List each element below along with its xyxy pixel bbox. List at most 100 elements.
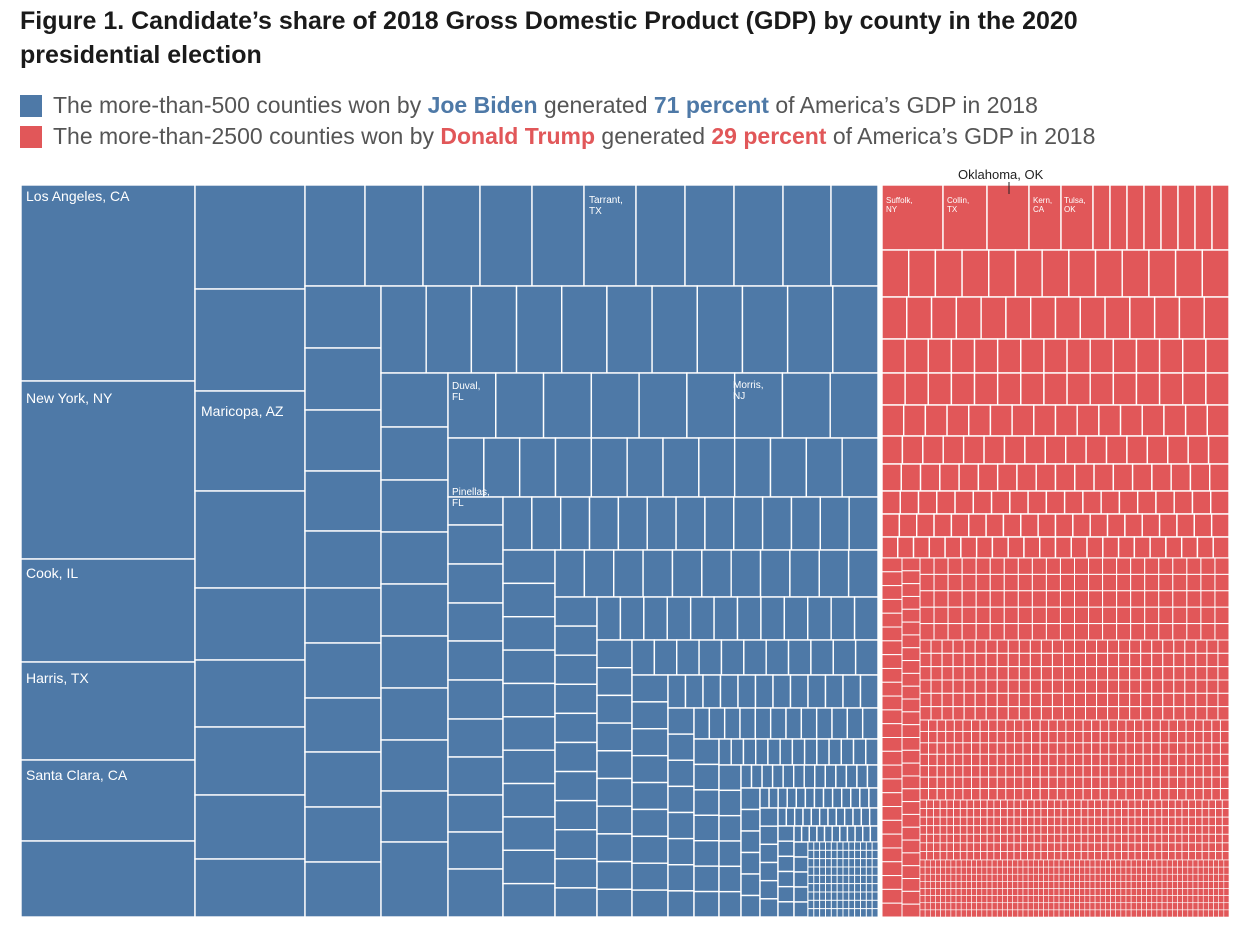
county-tile xyxy=(554,683,598,715)
county-tile xyxy=(1063,902,1070,911)
county-tile xyxy=(1161,799,1169,809)
county-tile xyxy=(988,719,998,732)
county-tile xyxy=(793,901,809,918)
county-tile xyxy=(596,722,633,752)
county-tile xyxy=(1195,842,1203,852)
county-tile xyxy=(631,754,669,784)
county-tile xyxy=(1118,666,1131,681)
county-tile xyxy=(561,285,608,374)
county-tile xyxy=(20,184,196,382)
county-tile xyxy=(1142,742,1153,755)
county-tile xyxy=(1074,776,1084,790)
county-tile xyxy=(800,825,810,843)
county-tile xyxy=(1007,909,1013,918)
county-tile xyxy=(971,902,977,911)
county-tile xyxy=(1074,825,1082,835)
county-tile xyxy=(1215,825,1223,835)
county-tile xyxy=(919,881,926,889)
county-tile xyxy=(1120,881,1127,889)
county-tile xyxy=(1012,888,1019,896)
county-tile xyxy=(1121,825,1129,835)
county-tile xyxy=(1058,859,1065,868)
county-tile xyxy=(1107,652,1120,668)
county-tile xyxy=(20,840,196,918)
county-tile xyxy=(1007,666,1020,681)
county-tile xyxy=(973,816,981,827)
county-tile xyxy=(901,813,921,828)
county-tile xyxy=(881,847,903,863)
county-tile xyxy=(1100,799,1109,809)
county-tile xyxy=(502,549,556,585)
county-tile xyxy=(881,709,903,725)
county-tile xyxy=(929,902,936,911)
county-tile xyxy=(554,799,598,831)
county-tile xyxy=(1211,184,1230,251)
county-label: Los Angeles, CA xyxy=(26,188,130,204)
county-tile xyxy=(723,707,741,740)
county-tile xyxy=(950,866,957,875)
county-tile xyxy=(791,738,806,766)
county-tile xyxy=(1147,825,1156,835)
county-tile xyxy=(819,883,826,893)
county-tile xyxy=(777,870,795,888)
county-tile xyxy=(975,623,991,641)
county-tile xyxy=(1158,606,1174,625)
county-tile xyxy=(740,787,761,811)
county-tile xyxy=(830,858,838,868)
county-tile xyxy=(919,902,926,911)
county-tile xyxy=(1027,909,1034,918)
county-tile xyxy=(1094,909,1101,918)
county-tile xyxy=(718,738,732,766)
county-tile xyxy=(1192,866,1199,875)
county-tile xyxy=(1151,706,1164,721)
legend-swatch-trump xyxy=(20,125,42,148)
county-tile xyxy=(1056,765,1067,778)
county-tile xyxy=(1017,606,1033,625)
county-tile xyxy=(1007,536,1025,559)
county-tile xyxy=(963,692,976,708)
county-tile xyxy=(1218,909,1225,918)
county-tile xyxy=(805,437,843,498)
county-tile xyxy=(1118,679,1131,694)
county-tile xyxy=(1184,404,1209,437)
county-tile xyxy=(1133,536,1151,559)
county-tile xyxy=(1154,808,1163,818)
county-tile xyxy=(1082,742,1093,755)
county-tile xyxy=(1161,909,1168,918)
county-tile xyxy=(1195,679,1208,694)
county-tile xyxy=(1208,866,1214,875)
county-tile xyxy=(1214,557,1230,575)
county-tile xyxy=(1187,888,1194,896)
county-tile xyxy=(1069,902,1075,911)
county-tile xyxy=(1023,536,1041,559)
county-tile xyxy=(1043,881,1050,889)
county-tile xyxy=(631,889,669,918)
county-tile xyxy=(871,908,879,918)
county-tile xyxy=(1215,833,1223,844)
county-tile xyxy=(1158,513,1178,538)
county-tile xyxy=(1100,490,1121,515)
county-tile xyxy=(986,902,993,911)
county-tile xyxy=(1146,909,1153,918)
county-tile xyxy=(901,826,921,841)
county-tile xyxy=(693,865,720,893)
county-tile xyxy=(953,808,961,818)
county-tile xyxy=(1053,799,1062,809)
county-tile xyxy=(1125,866,1132,875)
county-tile xyxy=(1188,808,1196,818)
county-tile xyxy=(1215,816,1223,827)
county-tile xyxy=(881,654,903,669)
county-tile xyxy=(1084,873,1091,882)
county-tile xyxy=(971,776,981,790)
county-tile xyxy=(1208,799,1216,809)
county-tile xyxy=(933,513,953,538)
county-tile xyxy=(1006,808,1015,818)
county-tile xyxy=(939,463,960,492)
county-tile xyxy=(1151,679,1164,694)
county-tile xyxy=(919,873,926,882)
county-tile xyxy=(1007,679,1020,694)
county-tile xyxy=(759,898,779,918)
county-tile xyxy=(1013,825,1022,835)
county-tile xyxy=(1105,435,1128,465)
county-tile xyxy=(1105,888,1111,896)
